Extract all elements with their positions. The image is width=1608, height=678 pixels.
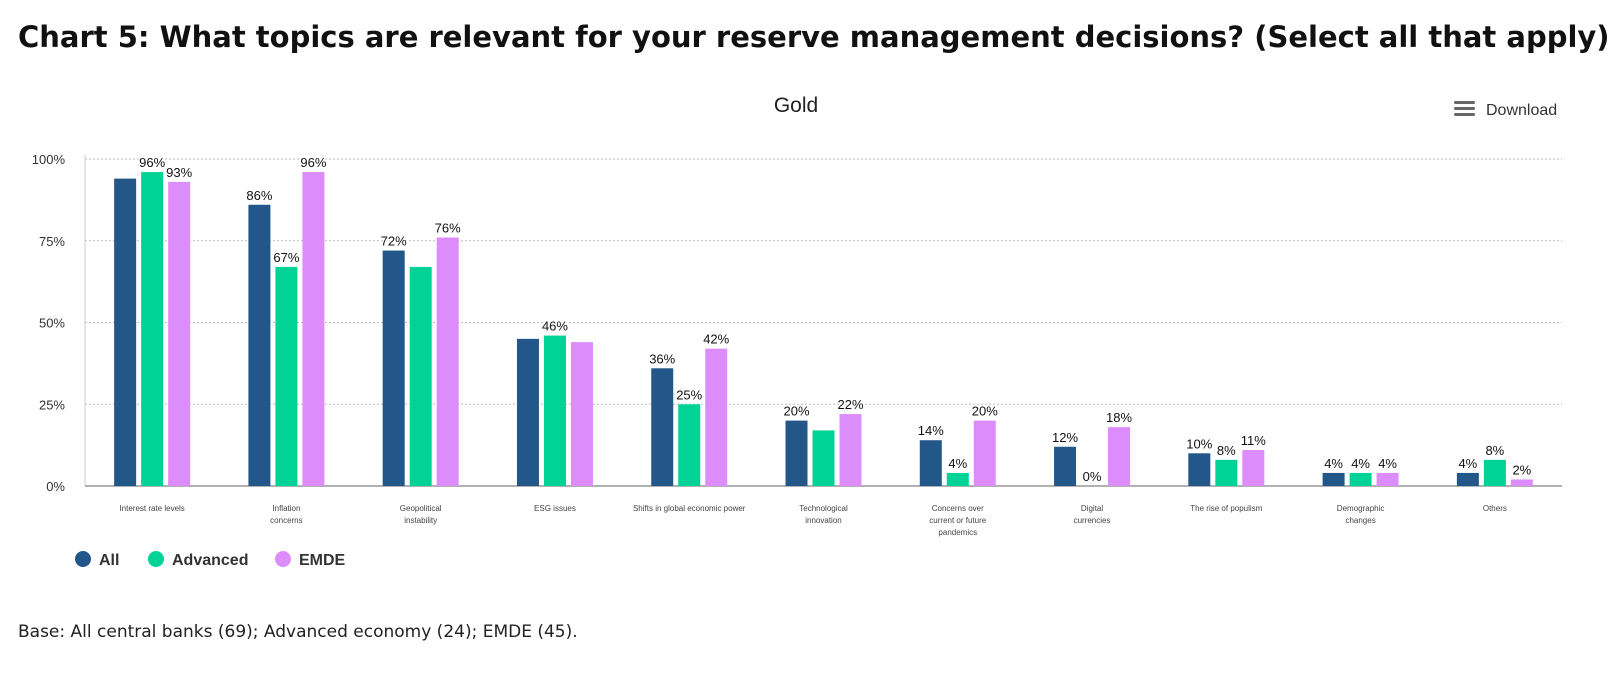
bar [114,178,137,486]
data-label: 18% [1106,410,1132,425]
data-label: 8% [1485,443,1504,458]
bar [570,342,593,486]
legend-marker [275,551,291,567]
data-label: 20% [972,404,998,419]
bar [973,420,996,486]
bar [678,404,701,486]
data-label: 86% [246,188,272,203]
y-tick-label: 75% [39,234,65,249]
legend-label: EMDE [299,552,346,569]
chart-heading: Chart 5: What topics are relevant for yo… [18,20,1608,54]
legend-label: Advanced [172,552,248,569]
bar [1054,446,1077,486]
menu-icon [1454,101,1475,116]
x-tick-label: Digital [1081,504,1103,513]
bar [1242,450,1265,486]
data-label: 11% [1241,433,1266,448]
bar [1322,472,1345,486]
data-label: 25% [676,387,702,402]
x-tick-label: Demographic [1337,504,1385,513]
download-button[interactable]: Download [1446,94,1564,124]
data-label: 46% [542,319,568,334]
bar [382,250,405,486]
y-tick-label: 25% [39,397,65,412]
data-label: 22% [837,397,863,412]
data-label: 8% [1217,443,1236,458]
data-label: 67% [273,250,299,265]
x-tick-label: Inflation [272,504,300,513]
bar [516,338,539,486]
data-label: 4% [1458,456,1477,471]
legend-item[interactable]: EMDE [275,551,346,569]
x-tick-label: changes [1345,516,1375,525]
legend-marker [148,551,164,567]
data-label: 96% [300,155,326,170]
data-label: 93% [166,165,192,180]
download-label: Download [1486,102,1557,119]
bar [1456,472,1479,486]
legend-marker [75,551,91,567]
data-label: 4% [948,456,967,471]
bar [812,430,835,486]
legend-label: All [99,552,119,569]
data-label: 4% [1351,456,1370,471]
bar [1483,459,1506,486]
bar [248,204,271,486]
data-label: 4% [1378,456,1397,471]
bar [1188,453,1211,486]
x-tick-label: Others [1483,504,1507,513]
bar [839,414,862,486]
bar [302,172,325,486]
bar [436,237,459,486]
x-tick-label: ESG issues [534,504,576,513]
data-label: 10% [1186,436,1212,451]
x-tick-label: instability [404,516,437,525]
data-label: 76% [435,220,461,235]
legend-item[interactable]: Advanced [148,551,248,569]
y-tick-label: 100% [32,152,66,167]
data-label: 4% [1324,456,1343,471]
bar [651,368,674,486]
bar [275,266,298,486]
data-label: 2% [1512,462,1531,477]
bar [543,335,566,486]
bar [1108,427,1131,486]
data-label: 12% [1052,430,1078,445]
data-label: 72% [381,234,407,249]
data-label: 42% [703,332,729,347]
x-tick-label: Shifts in global economic power [633,504,746,513]
chart-title: Gold [774,94,818,117]
bar [409,266,432,486]
bar [785,420,808,486]
legend-item[interactable]: All [75,551,119,569]
x-tick-label: innovation [805,516,841,525]
bar [141,172,164,486]
bar [1215,459,1238,486]
data-label: 14% [918,423,944,438]
x-tick-label: The rise of populism [1190,504,1262,513]
x-tick-label: Technological [799,504,848,513]
y-tick-label: 50% [39,316,65,331]
x-tick-label: current or future [929,516,986,525]
data-label: 96% [139,155,165,170]
x-tick-label: currencies [1074,516,1111,525]
bar [1376,472,1399,486]
data-label: 36% [649,351,675,366]
bar [705,348,728,486]
y-tick-label: 0% [46,479,65,494]
bar [946,472,969,486]
bar [168,181,191,486]
bar [919,440,942,486]
x-tick-label: concerns [270,516,302,525]
bar [1349,472,1372,486]
x-tick-label: Concerns over [932,504,984,513]
x-tick-label: Geopolitical [400,504,442,513]
chart-area: Gold Download 0%25%50%75%100% 96%93%86%6… [32,94,1564,569]
data-label: 0% [1083,469,1102,484]
bar [1510,479,1533,486]
base-footnote: Base: All central banks (69); Advanced e… [18,622,578,642]
x-tick-label: Interest rate levels [119,504,184,513]
data-label: 20% [783,404,809,419]
x-tick-label: pandemics [938,528,977,537]
